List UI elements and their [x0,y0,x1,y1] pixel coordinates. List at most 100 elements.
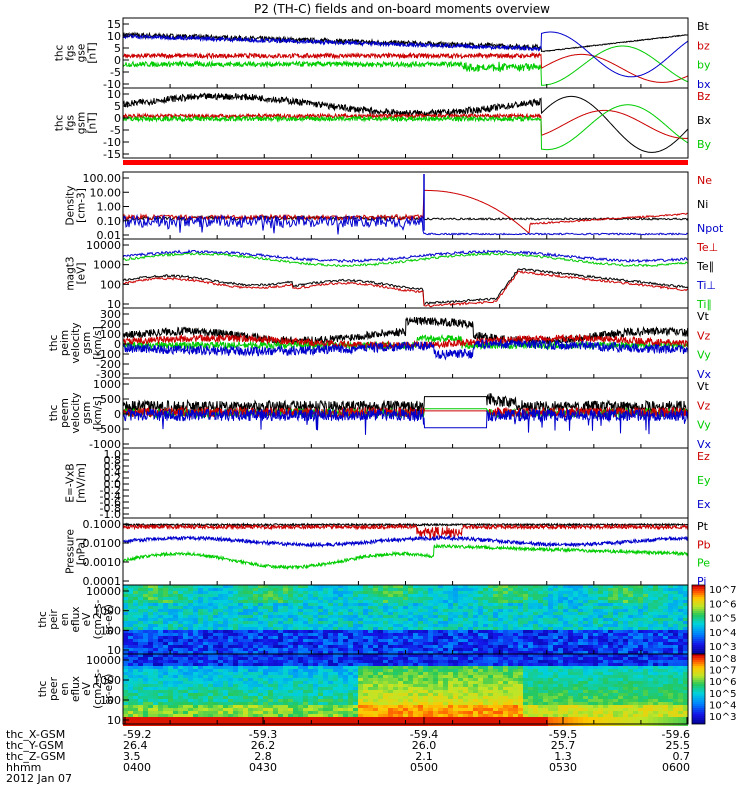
heat-cell [433,651,438,654]
heat-cell [678,588,683,591]
heat-cell [183,588,188,591]
heat-cell [563,708,568,711]
heat-cell [553,717,558,720]
heat-cell [243,621,248,624]
heat-cell [313,591,318,594]
heat-cell [418,687,423,690]
heat-cell [553,630,558,633]
heat-cell [513,627,518,630]
heat-cell [498,711,503,714]
heat-cell [558,678,563,681]
heat-cell [183,594,188,597]
heat-cell [493,603,498,606]
heat-cell [188,663,193,666]
heat-cell [408,675,413,678]
heat-cell [358,717,363,720]
heat-cell [268,678,273,681]
heat-cell [298,678,303,681]
heat-cell [213,687,218,690]
heat-cell [468,585,473,588]
heat-cell [493,639,498,642]
heat-cell [403,597,408,600]
heat-cell [558,630,563,633]
heat-cell [593,660,598,663]
heat-cell [578,687,583,690]
heat-cell [663,585,668,588]
heat-cell [418,597,423,600]
heat-cell [593,708,598,711]
heat-cell [183,609,188,612]
heat-cell [128,690,133,693]
heat-cell [268,669,273,672]
heat-cell [148,690,153,693]
heat-cell [628,588,633,591]
heat-cell [633,594,638,597]
heat-cell [488,711,493,714]
heat-cell [593,720,598,723]
heat-cell [373,696,378,699]
heat-cell [593,684,598,687]
heat-cell [273,705,278,708]
heat-cell [558,720,563,723]
heat-cell [543,714,548,717]
heat-cell [293,684,298,687]
heat-cell [423,627,428,630]
heat-cell [398,690,403,693]
heat-cell [458,705,463,708]
heat-cell [608,669,613,672]
heat-cell [483,660,488,663]
heat-cell [433,657,438,660]
heat-cell [243,651,248,654]
heat-cell [168,618,173,621]
heat-cell [493,633,498,636]
heat-cell [223,714,228,717]
heat-cell [598,603,603,606]
heat-cell [473,687,478,690]
heat-cell [413,654,418,657]
heat-cell [273,714,278,717]
heat-cell [433,621,438,624]
heat-cell [423,669,428,672]
heat-cell [683,630,688,633]
heat-cell [653,615,658,618]
heat-cell [678,609,683,612]
heat-cell [513,594,518,597]
heat-cell [388,588,393,591]
heat-cell [253,717,258,720]
heat-cell [493,600,498,603]
heat-cell [323,585,328,588]
heat-cell [243,693,248,696]
heat-cell [358,648,363,651]
heat-cell [573,594,578,597]
heat-cell [523,660,528,663]
heat-cell [588,705,593,708]
heat-cell [383,633,388,636]
heat-cell [213,681,218,684]
heat-cell [413,651,418,654]
heat-cell [318,702,323,705]
heat-cell [178,684,183,687]
heat-cell [483,702,488,705]
heat-cell [303,672,308,675]
heat-cell [243,594,248,597]
heat-cell [398,663,403,666]
heat-cell [608,660,613,663]
heat-cell [298,603,303,606]
heat-cell [358,672,363,675]
heat-cell [433,642,438,645]
heat-cell [313,630,318,633]
heat-cell [223,615,228,618]
heat-cell [173,663,178,666]
heat-cell [218,591,223,594]
heat-cell [453,705,458,708]
heat-cell [293,627,298,630]
heat-cell [368,627,373,630]
heat-cell [448,714,453,717]
heat-cell [403,603,408,606]
heat-cell [273,666,278,669]
heat-cell [683,651,688,654]
heat-cell [163,612,168,615]
heat-cell [628,597,633,600]
heat-cell [328,654,333,657]
heat-cell [358,636,363,639]
